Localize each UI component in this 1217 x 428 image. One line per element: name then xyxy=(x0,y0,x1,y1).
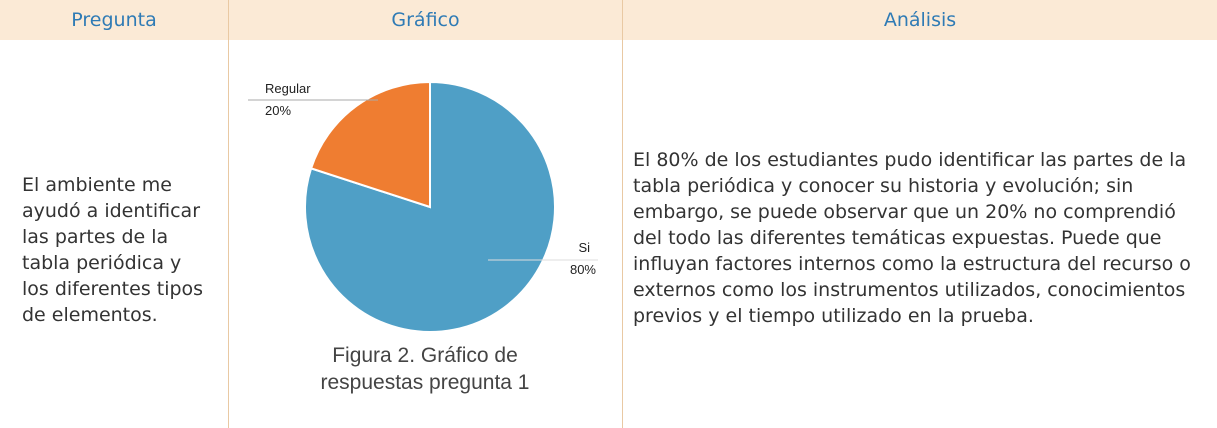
column-divider xyxy=(622,0,623,428)
header-cell: Análisis xyxy=(623,0,1217,40)
header-cell: Gráfico xyxy=(229,0,622,40)
pie-slice xyxy=(309,80,431,209)
slice-label: Regular xyxy=(265,81,311,96)
analysis-text: El 80% de los estudiantes pudo identific… xyxy=(633,149,1191,327)
slice-value-label: 80% xyxy=(570,262,596,277)
column-divider xyxy=(228,0,229,428)
header-cell: Pregunta xyxy=(0,0,228,40)
slice-value-label: 20% xyxy=(265,103,291,118)
slice-label: Si xyxy=(578,240,590,255)
question-text: El ambiente me ayudó a identificar las p… xyxy=(22,174,204,326)
figure-caption: Figura 2. Gráfico de respuestas pregunta… xyxy=(320,344,530,394)
